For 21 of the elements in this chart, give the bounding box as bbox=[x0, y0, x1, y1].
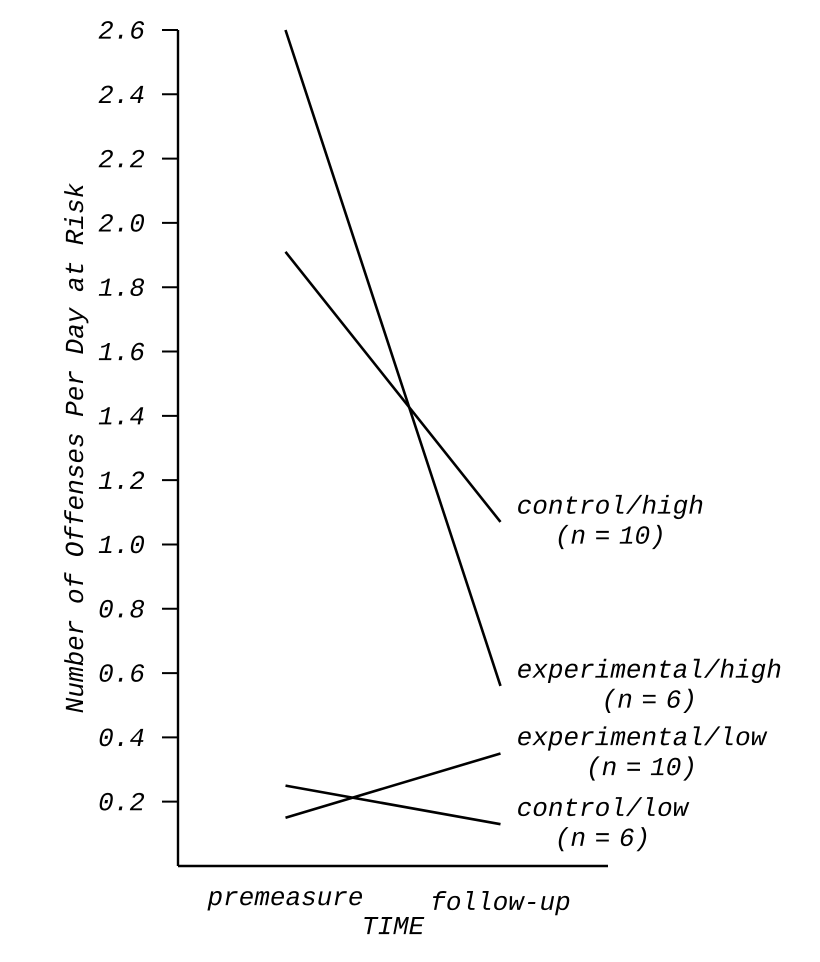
y-tick-label: 2.6 bbox=[98, 21, 144, 39]
series-label: control/low (n = 6) bbox=[518, 797, 690, 852]
x-tick-label: follow-up bbox=[433, 891, 570, 916]
y-tick-label: 2.4 bbox=[98, 86, 144, 103]
y-tick-label: 1.2 bbox=[98, 471, 144, 489]
x-axis-title: TIME bbox=[364, 917, 424, 934]
series-label: experimental/low (n = 10) bbox=[518, 726, 768, 781]
y-tick-label: 1.6 bbox=[98, 342, 144, 360]
x-tick-label: premeasure bbox=[207, 891, 362, 910]
y-tick-label: 2.2 bbox=[98, 150, 144, 168]
y-tick-label: 1.8 bbox=[98, 278, 144, 296]
y-tick-label: 0.2 bbox=[100, 792, 144, 811]
y-tick-label: 0.4 bbox=[100, 728, 144, 746]
series-label: experimental/high (n = 6) bbox=[518, 658, 780, 714]
y-axis-title: Number of Offenses Per Day at Risk bbox=[64, 183, 88, 713]
y-tick-label: 2.0 bbox=[98, 214, 144, 232]
y-tick-label: 0.6 bbox=[100, 664, 144, 682]
series-label: control/high (n = 10) bbox=[518, 494, 702, 550]
y-tick-label: 1.0 bbox=[98, 536, 144, 554]
y-tick-label: 1.4 bbox=[98, 407, 144, 424]
y-tick-label: 0.8 bbox=[100, 600, 144, 618]
